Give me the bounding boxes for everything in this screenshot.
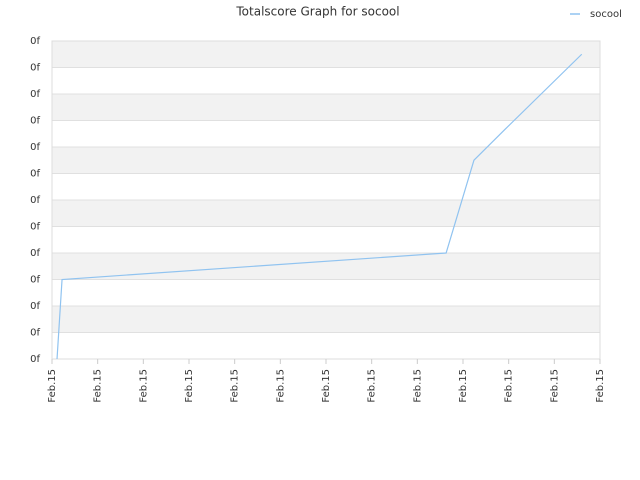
y-tick-label: 0f <box>30 195 40 206</box>
line <box>56 53 583 360</box>
y-tick-label: 0f <box>30 142 40 153</box>
x-tick-label: Feb.15 <box>184 369 195 403</box>
x-tick-label: Feb.15 <box>549 369 560 403</box>
x-tick-label: Feb.15 <box>504 369 515 403</box>
band <box>52 306 600 333</box>
y-tick-label: 0f <box>30 63 40 74</box>
y-tick-label: 0f <box>30 169 40 180</box>
x-tick-label: Feb.15 <box>321 369 332 403</box>
band <box>52 41 600 68</box>
y-tick-label: 0f <box>30 89 40 100</box>
band <box>52 94 600 121</box>
x-tick-label: Feb.15 <box>230 369 241 403</box>
chart-title: Totalscore Graph for socool <box>235 5 399 19</box>
x-tick-label: Feb.15 <box>595 369 606 403</box>
y-tick-label: 0f <box>30 248 40 259</box>
band <box>52 200 600 227</box>
legend-label: socool <box>590 9 622 20</box>
y-tick-label: 0f <box>30 354 40 365</box>
y-tick-label: 0f <box>30 36 40 47</box>
x-tick-label: Feb.15 <box>138 369 149 403</box>
x-tick-label: Feb.15 <box>275 369 286 403</box>
x-tick-label: Feb.15 <box>458 369 469 403</box>
y-tick-label: 0f <box>30 275 40 286</box>
y-tick-label: 0f <box>30 328 40 339</box>
y-tick-label: 0f <box>30 301 40 312</box>
y-tick-label: 0f <box>30 116 40 127</box>
x-tick-label: Feb.15 <box>367 369 378 403</box>
x-tick-label: Feb.15 <box>47 369 58 403</box>
band <box>52 253 600 280</box>
band <box>52 147 600 174</box>
x-tick-label: Feb.15 <box>93 369 104 403</box>
y-tick-label: 0f <box>30 222 40 233</box>
x-tick-label: Feb.15 <box>412 369 423 403</box>
